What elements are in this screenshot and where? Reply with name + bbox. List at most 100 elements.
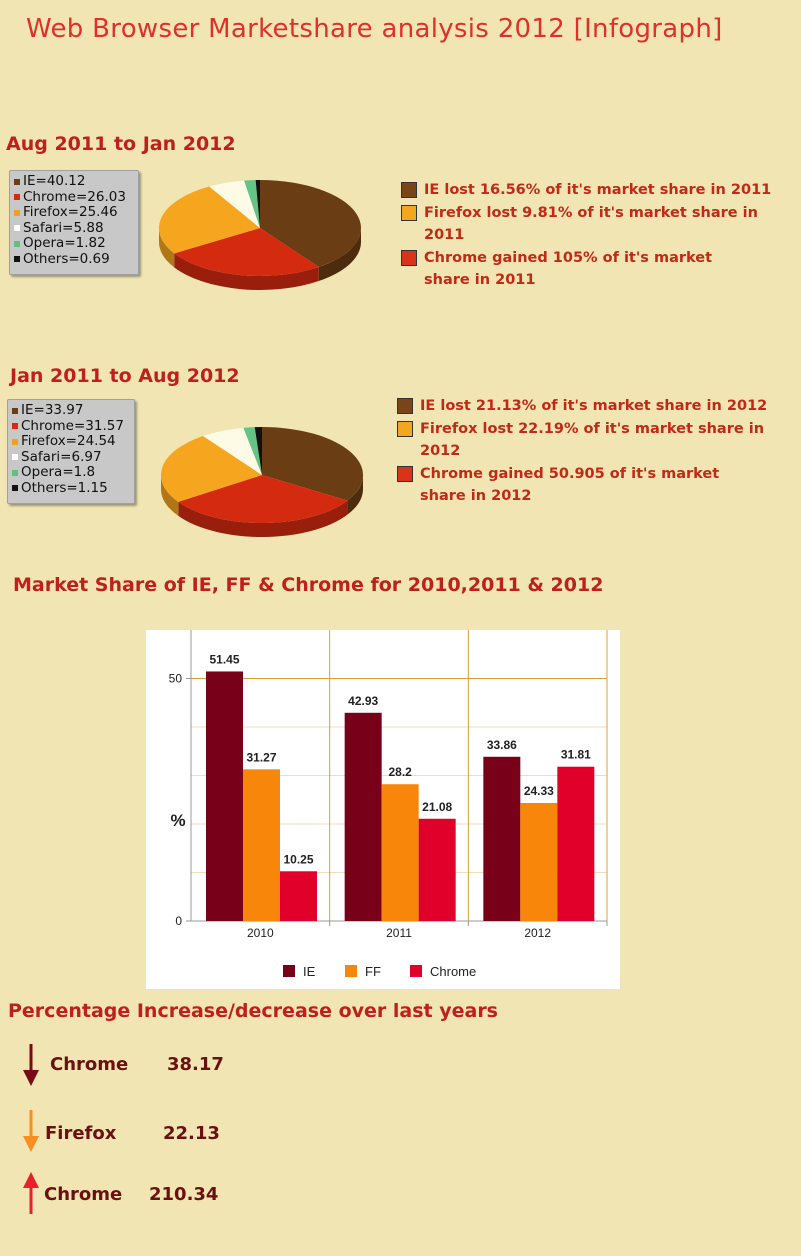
bar-ff-2010	[243, 769, 280, 921]
y-tick-label: 0	[175, 914, 182, 928]
legend-row: IE=33.97	[12, 402, 128, 419]
legend-swatch	[12, 407, 18, 414]
pie-legend-1: IE=40.12 Chrome=26.03 Firefox=25.46 Safa…	[9, 170, 139, 275]
pie-slice-chrome	[174, 228, 319, 276]
legend-label: FF	[365, 964, 381, 979]
legend-row: Others=0.69	[14, 251, 132, 268]
legend-swatch	[12, 469, 18, 476]
change-row-1: Chrome	[50, 1054, 128, 1075]
data-label: 10.25	[283, 852, 313, 866]
note-swatch	[401, 182, 417, 198]
y-tick-label: 50	[169, 672, 183, 686]
legend-swatch	[14, 256, 20, 263]
data-label: 31.81	[561, 748, 591, 762]
legend-row: Opera=1.8	[12, 464, 128, 481]
bar-chart: 0 50% 2010 51.45 31.27 10.25 2011 42.93 28.2 21.0…	[146, 630, 620, 989]
pie-slice-firefox	[159, 186, 260, 254]
page-title: Web Browser Marketshare analysis 2012 [I…	[26, 14, 723, 44]
pie-slice-safari	[203, 427, 262, 475]
legend-swatch-ie	[283, 965, 295, 977]
change-row-2: Firefox	[45, 1123, 116, 1144]
pie-slice-opera	[244, 180, 260, 228]
pie-slice-side-ie	[318, 228, 361, 282]
legend-swatch	[12, 485, 18, 492]
section-title-2: Jan 2011 to Aug 2012	[10, 365, 240, 387]
change-value-2: 22.13	[163, 1123, 220, 1144]
pie-slice-safari	[209, 180, 260, 228]
x-tick-label: 2012	[524, 926, 551, 940]
legend-swatch	[14, 209, 20, 216]
data-label: 51.45	[209, 652, 239, 666]
note-item: Firefox lost 9.81% of it's market share …	[401, 202, 781, 246]
bar-ie-2012	[483, 756, 521, 921]
change-value-1: 38.17	[167, 1054, 224, 1075]
data-label: 31.27	[246, 750, 276, 764]
legend-swatch	[12, 438, 18, 445]
data-label: 28.2	[388, 765, 412, 779]
note-item: Chrome gained 105% of it's market share …	[401, 247, 761, 291]
bar-ie-2011	[344, 712, 382, 921]
pie-slice-ie	[260, 180, 361, 268]
pie-slice-firefox	[161, 436, 262, 502]
change-section-title: Percentage Increase/decrease over last y…	[8, 1000, 498, 1022]
legend-row: Chrome=26.03	[14, 189, 132, 206]
legend-swatch	[14, 225, 20, 232]
note-swatch	[397, 398, 413, 414]
bar-ff-2011	[381, 784, 419, 921]
change-name: Chrome	[50, 1054, 129, 1075]
bar-section-title: Market Share of IE, FF & Chrome for 2010…	[13, 574, 604, 596]
legend-row: Others=1.15	[12, 480, 128, 497]
section-title-1: Aug 2011 to Jan 2012	[6, 133, 236, 155]
legend-swatch	[14, 240, 20, 247]
pie-slice-side-chrome	[174, 253, 319, 290]
change-name: Chrome	[44, 1184, 123, 1205]
legend-swatch	[14, 178, 20, 185]
down-arrow-icon	[23, 1110, 39, 1152]
pie-chart-1	[159, 180, 361, 290]
bar-ie-2010	[206, 671, 243, 921]
note-item: IE lost 16.56% of it's market share in 2…	[401, 179, 781, 201]
note-item: IE lost 21.13% of it's market share in 2…	[397, 395, 787, 417]
pie-chart-2	[161, 427, 363, 537]
note-swatch	[401, 205, 417, 221]
legend-swatch-chrome	[410, 965, 422, 977]
data-label: 24.33	[524, 784, 554, 798]
legend-swatch	[12, 423, 18, 430]
pie-slice-ie	[262, 427, 363, 501]
change-row-3: Chrome	[44, 1184, 122, 1205]
legend-row: Safari=6.97	[12, 449, 128, 466]
legend-row: Opera=1.82	[14, 235, 132, 252]
note-swatch	[397, 421, 413, 437]
legend-row: Safari=5.88	[14, 220, 132, 237]
bar-chrome-2010	[280, 871, 317, 921]
change-name: Firefox	[45, 1123, 117, 1144]
down-arrow-icon	[23, 1044, 39, 1086]
notes-1: IE lost 16.56% of it's market share in 2…	[401, 179, 781, 292]
x-tick-label: 2010	[247, 926, 274, 940]
data-label: 21.08	[422, 800, 452, 814]
bar-chrome-2012	[557, 766, 595, 921]
pie-slice-opera	[243, 427, 262, 475]
note-swatch	[397, 466, 413, 482]
pie-legend-2: IE=33.97 Chrome=31.57 Firefox=24.54 Safa…	[7, 399, 135, 504]
pie-slice-others	[255, 180, 260, 228]
pie-slice-others	[254, 427, 262, 475]
change-value-3: 210.34	[149, 1184, 219, 1205]
legend-label: Chrome	[430, 964, 476, 979]
data-label: 42.93	[348, 694, 378, 708]
legend-row: Chrome=31.57	[12, 418, 128, 435]
legend-swatch-ff	[345, 965, 357, 977]
pie-slice-side-firefox	[159, 228, 175, 268]
pie-slice-side-firefox	[161, 475, 179, 516]
legend-label: IE	[303, 964, 316, 979]
bar-ff-2012	[520, 802, 558, 921]
note-swatch	[401, 250, 417, 266]
pie-slice-chrome	[178, 475, 348, 523]
bar-chart-svg: 0 50% 2010 51.45 31.27 10.25 2011 42.93 28.2 21.0…	[169, 630, 608, 979]
x-tick-label: 2011	[386, 926, 412, 940]
up-arrow-icon	[23, 1172, 39, 1214]
legend-row: Firefox=24.54	[12, 433, 128, 450]
notes-2: IE lost 21.13% of it's market share in 2…	[397, 395, 787, 508]
legend-swatch	[12, 454, 18, 461]
bar-chrome-2011	[418, 818, 456, 921]
